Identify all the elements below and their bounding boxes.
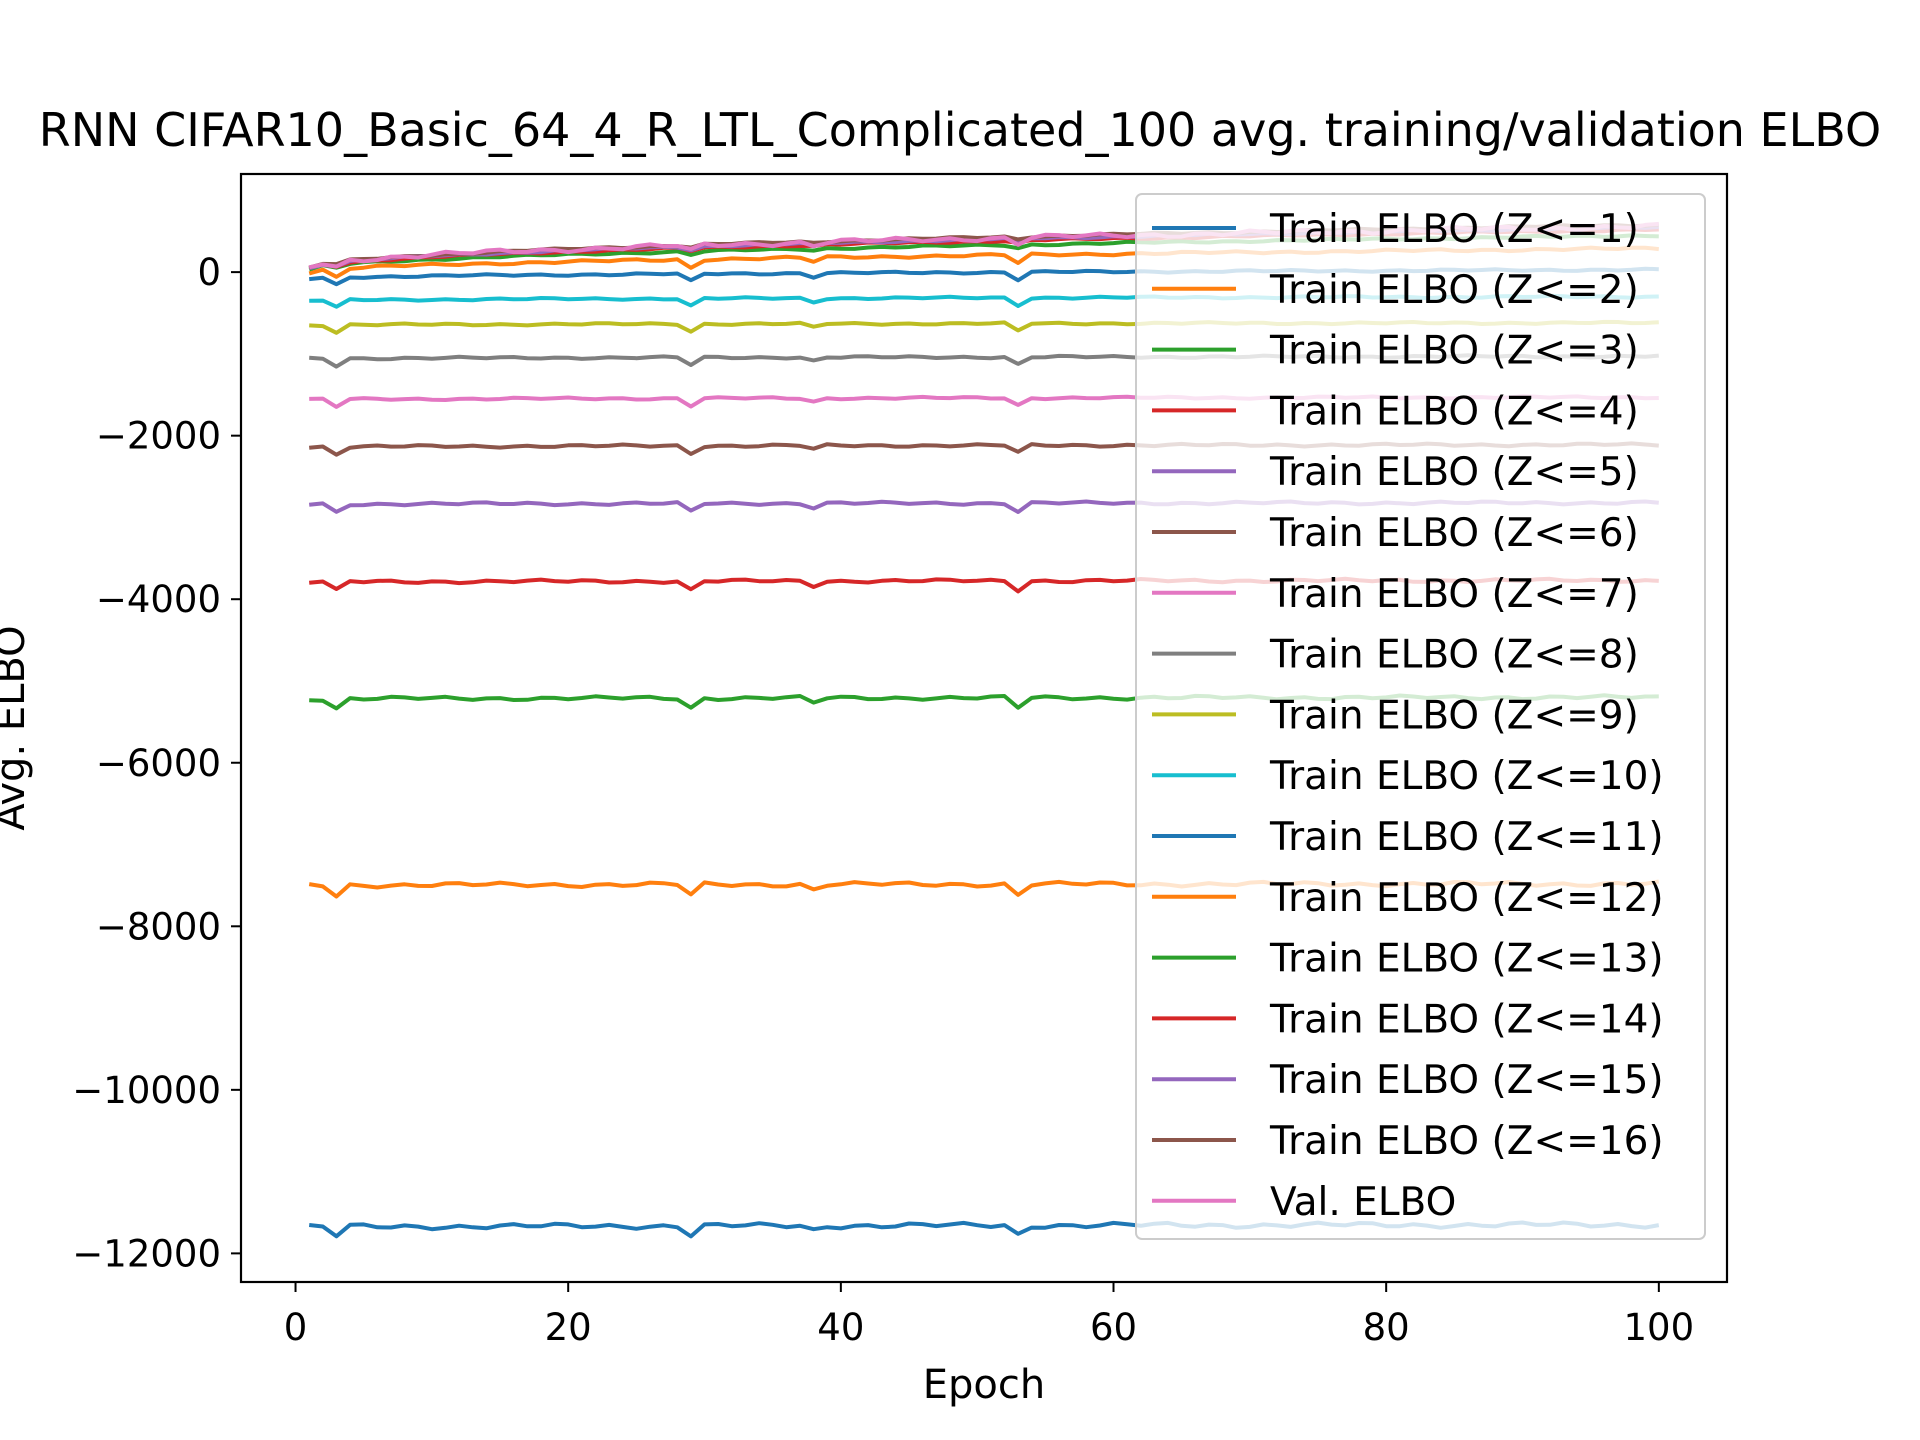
y-tick-label: −10000 [72, 1069, 221, 1112]
legend-label: Train ELBO (Z<=8) [1269, 633, 1639, 678]
legend-label: Val. ELBO [1270, 1180, 1456, 1225]
x-tick-label: 0 [284, 1306, 308, 1349]
legend-label: Train ELBO (Z<=11) [1269, 815, 1664, 860]
legend-label: Train ELBO (Z<=15) [1269, 1058, 1664, 1103]
legend-label: Train ELBO (Z<=10) [1269, 754, 1664, 799]
legend-label: Train ELBO (Z<=3) [1269, 329, 1639, 374]
legend-label: Train ELBO (Z<=14) [1269, 997, 1664, 1042]
plot-frame [239, 172, 1729, 1284]
legend-label: Train ELBO (Z<=6) [1269, 511, 1639, 556]
legend-label: Train ELBO (Z<=1) [1269, 207, 1639, 252]
x-tick-label: 80 [1363, 1306, 1410, 1349]
x-axis-label: Epoch [923, 1362, 1045, 1408]
chart-title: RNN CIFAR10_Basic_64_4_R_LTL_Complicated… [39, 103, 1881, 157]
legend-label: Train ELBO (Z<=2) [1269, 268, 1639, 313]
y-tick-label: −12000 [72, 1232, 221, 1275]
x-tick-label: 60 [1090, 1306, 1137, 1349]
y-tick-label: 0 [197, 251, 221, 294]
y-tick-label: −4000 [96, 578, 221, 621]
y-tick-label: −2000 [96, 415, 221, 458]
legend-label: Train ELBO (Z<=7) [1269, 572, 1639, 617]
x-tick-label: 40 [817, 1306, 864, 1349]
legend-box [1135, 193, 1706, 1240]
legend: Train ELBO (Z<=1) Train ELBO (Z<=2) Train … [1135, 193, 1706, 1240]
legend-label: Train ELBO (Z<=12) [1269, 876, 1664, 921]
legend-label: Train ELBO (Z<=4) [1269, 389, 1639, 434]
legend-label: Train ELBO (Z<=16) [1269, 1119, 1664, 1164]
legend-label: Train ELBO (Z<=9) [1269, 693, 1639, 738]
y-tick-label: −6000 [96, 742, 221, 785]
legend-label: Train ELBO (Z<=5) [1269, 450, 1639, 495]
y-tick-label: −8000 [96, 905, 221, 948]
x-tick-label: 100 [1624, 1306, 1695, 1349]
x-tick-label: 20 [545, 1306, 592, 1349]
y-axis-label: Avg. ELBO [0, 625, 34, 830]
axis-ticks: 0 20 40 60 80 100 −12000 −10000 −8000 −6000 −4000 −… [72, 251, 1694, 1349]
legend-label: Train ELBO (Z<=13) [1269, 937, 1664, 982]
